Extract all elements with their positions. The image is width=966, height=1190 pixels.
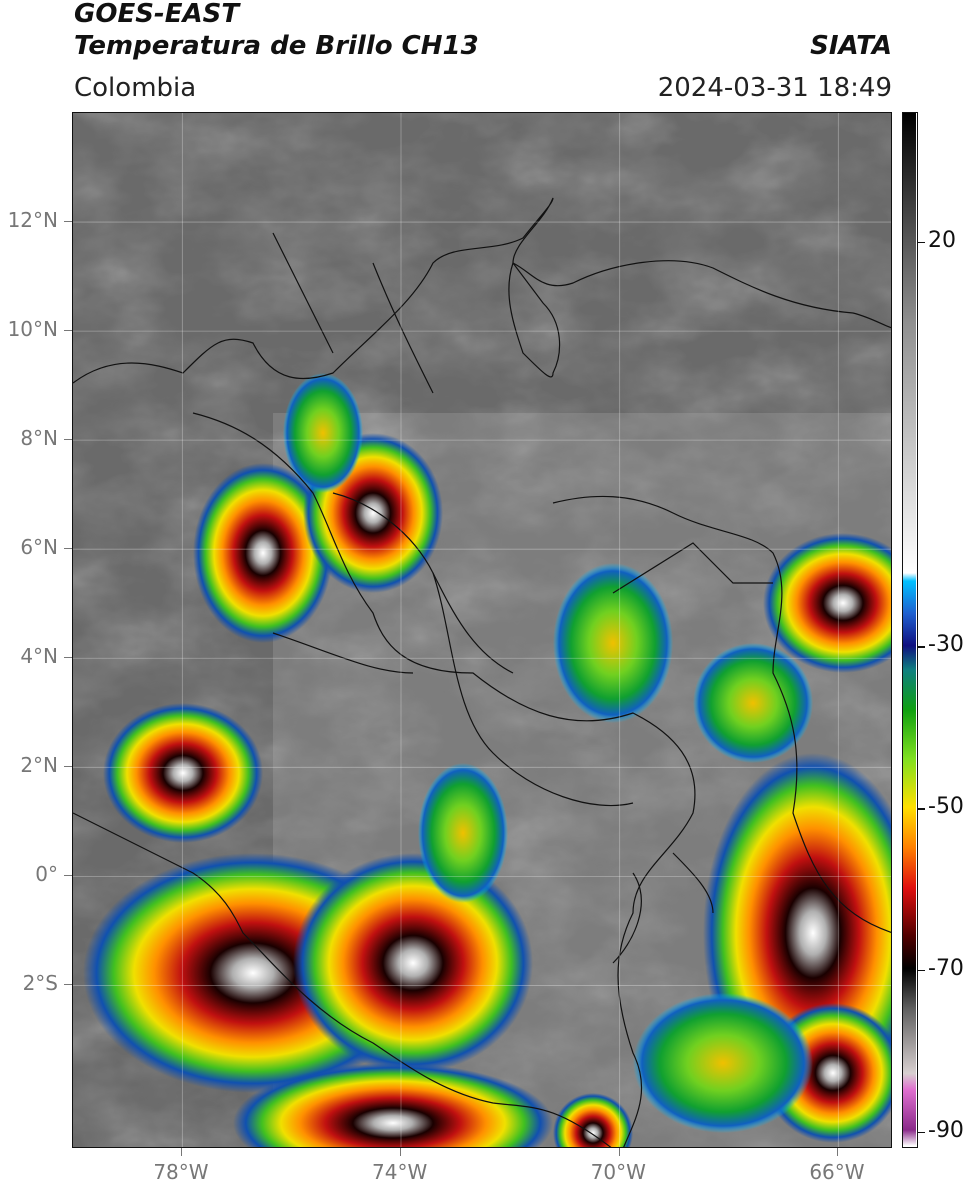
region-label: Colombia [74, 73, 197, 103]
longitude-tick [181, 1148, 183, 1156]
latitude-tick [64, 330, 72, 332]
longitude-tick [618, 1148, 620, 1156]
satellite-title: GOES-EAST [74, 0, 240, 29]
colorbar-label: -70 [928, 955, 964, 981]
longitude-label: 70°W [590, 1160, 646, 1184]
latitude-label: 6°N [20, 535, 58, 560]
colorbar-tick [918, 808, 925, 810]
colorbar-tick [918, 1131, 925, 1134]
latitude-tick [64, 984, 72, 986]
latitude-label: 2°N [20, 753, 58, 778]
latitude-tick [64, 657, 72, 659]
satellite-map [72, 112, 892, 1148]
latitude-label: 2°S [22, 971, 58, 996]
colorbar-label: -90 [928, 1117, 964, 1143]
datetime-label: 2024-03-31 18:49 [657, 73, 892, 103]
longitude-tick [837, 1148, 839, 1156]
product-title: Temperatura de Brillo CH13 [74, 31, 479, 61]
colorbar-label: -50 [928, 794, 964, 820]
longitude-tick [400, 1148, 401, 1156]
latitude-label: 4°N [20, 644, 58, 669]
colorbar-tick [918, 241, 925, 243]
latitude-label: 10°N [7, 317, 58, 342]
latitude-tick [64, 766, 72, 768]
latitude-label: 0° [35, 862, 58, 887]
colorbar-tick [918, 646, 925, 648]
longitude-label: 78°W [153, 1160, 209, 1184]
latitude-tick [64, 548, 72, 550]
storm-cells [83, 373, 891, 1147]
colorbar-gradient [903, 113, 916, 1146]
colorbar-label: -30 [928, 632, 964, 658]
satellite-image [73, 113, 891, 1147]
colorbar [902, 112, 918, 1148]
latitude-tick [64, 439, 72, 441]
longitude-label: 66°W [809, 1160, 865, 1184]
graticule [73, 113, 891, 1147]
longitude-label: 74°W [372, 1160, 428, 1184]
latitude-label: 8°N [20, 426, 58, 451]
latitude-tick [64, 875, 72, 877]
borders [73, 197, 891, 1147]
latitude-label: 12°N [7, 208, 58, 233]
colorbar-label: 20 [928, 227, 956, 253]
colorbar-tick [918, 969, 925, 972]
latitude-tick [64, 221, 72, 223]
organization-label: SIATA [810, 31, 892, 61]
